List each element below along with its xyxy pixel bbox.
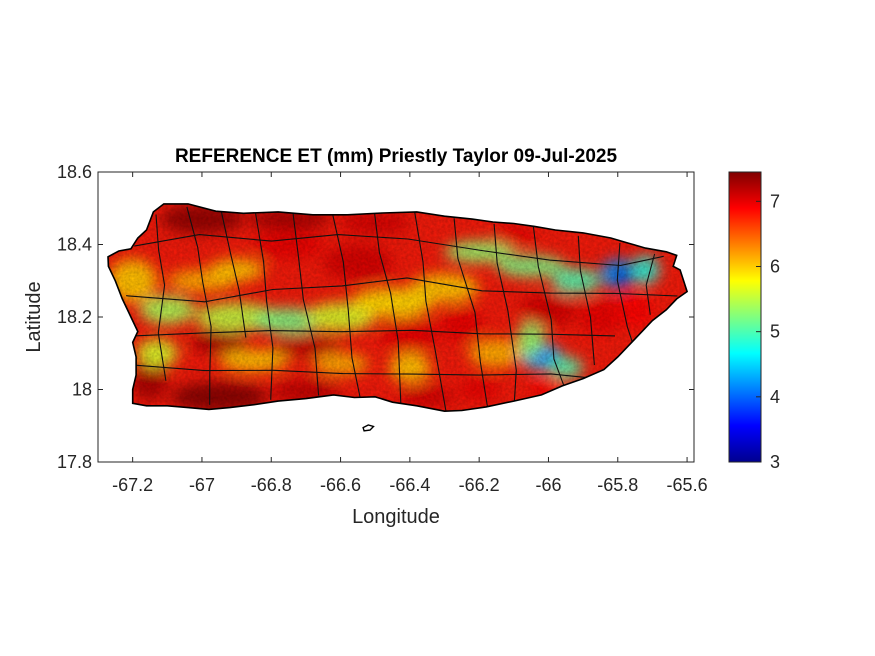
municipality-boundary-line <box>577 235 595 366</box>
y-tick-label: 18.6 <box>57 162 92 182</box>
municipality-boundary-line <box>126 277 678 303</box>
municipality-boundary-line <box>332 214 362 400</box>
colorbar-tick-label: 6 <box>770 256 780 276</box>
y-tick-label: 18.4 <box>57 235 92 255</box>
x-axis: -67.2 -67 -66.8 -66.6 -66.4 -66.2 -66 -65.8 -65.… <box>112 172 708 495</box>
colorbar-axis: 3 4 5 6 7 <box>756 191 780 472</box>
x-tick-label: -65.8 <box>597 475 638 495</box>
x-tick-label: -67.2 <box>112 475 153 495</box>
municipality-boundary-line <box>186 206 212 405</box>
municipality-boundary-line <box>493 223 517 402</box>
municipality-boundary-line <box>134 234 664 267</box>
x-tick-label: -67 <box>189 475 215 495</box>
y-axis-label: Latitude <box>23 281 45 352</box>
x-tick-label: -65.6 <box>667 475 708 495</box>
island-coastline <box>107 203 689 413</box>
colorbar-tick-label: 7 <box>770 191 780 211</box>
municipality-boundary-line <box>155 214 167 381</box>
x-tick-label: -66 <box>535 475 561 495</box>
municipality-boundary-line <box>133 364 586 378</box>
colorbar <box>728 171 762 463</box>
chart-title: REFERENCE ET (mm) Priestly Taylor 09-Jul… <box>175 146 617 167</box>
colorbar-tick-label: 5 <box>770 322 780 342</box>
municipality-boundary-line <box>292 212 320 396</box>
y-tick-label: 18 <box>72 380 92 400</box>
x-axis-label: Longitude <box>352 506 440 528</box>
municipality-boundary-line <box>133 329 616 337</box>
municipality-boundary-line <box>220 209 247 338</box>
colorbar-tick-label: 4 <box>770 387 780 407</box>
y-tick-label: 18.2 <box>57 307 92 327</box>
x-tick-label: -66.6 <box>320 475 361 495</box>
municipality-boundary-line <box>413 209 447 412</box>
municipality-boundary-line <box>254 209 274 400</box>
y-tick-label: 17.8 <box>57 452 92 472</box>
caja-de-muertos-islet <box>362 424 375 432</box>
municipality-boundary-line <box>453 218 489 410</box>
x-tick-label: -66.4 <box>389 475 430 495</box>
municipality-boundary-line <box>532 224 566 389</box>
x-tick-label: -66.2 <box>459 475 500 495</box>
colorbar-tick-label: 3 <box>770 452 780 472</box>
y-axis: 17.8 18 18.2 18.4 18.6 <box>57 162 694 472</box>
x-tick-label: -66.8 <box>251 475 292 495</box>
municipality-boundary-line <box>645 253 656 315</box>
municipality-boundaries <box>126 206 678 412</box>
municipality-boundary-line <box>616 243 634 344</box>
municipality-boundary-line <box>373 210 402 406</box>
